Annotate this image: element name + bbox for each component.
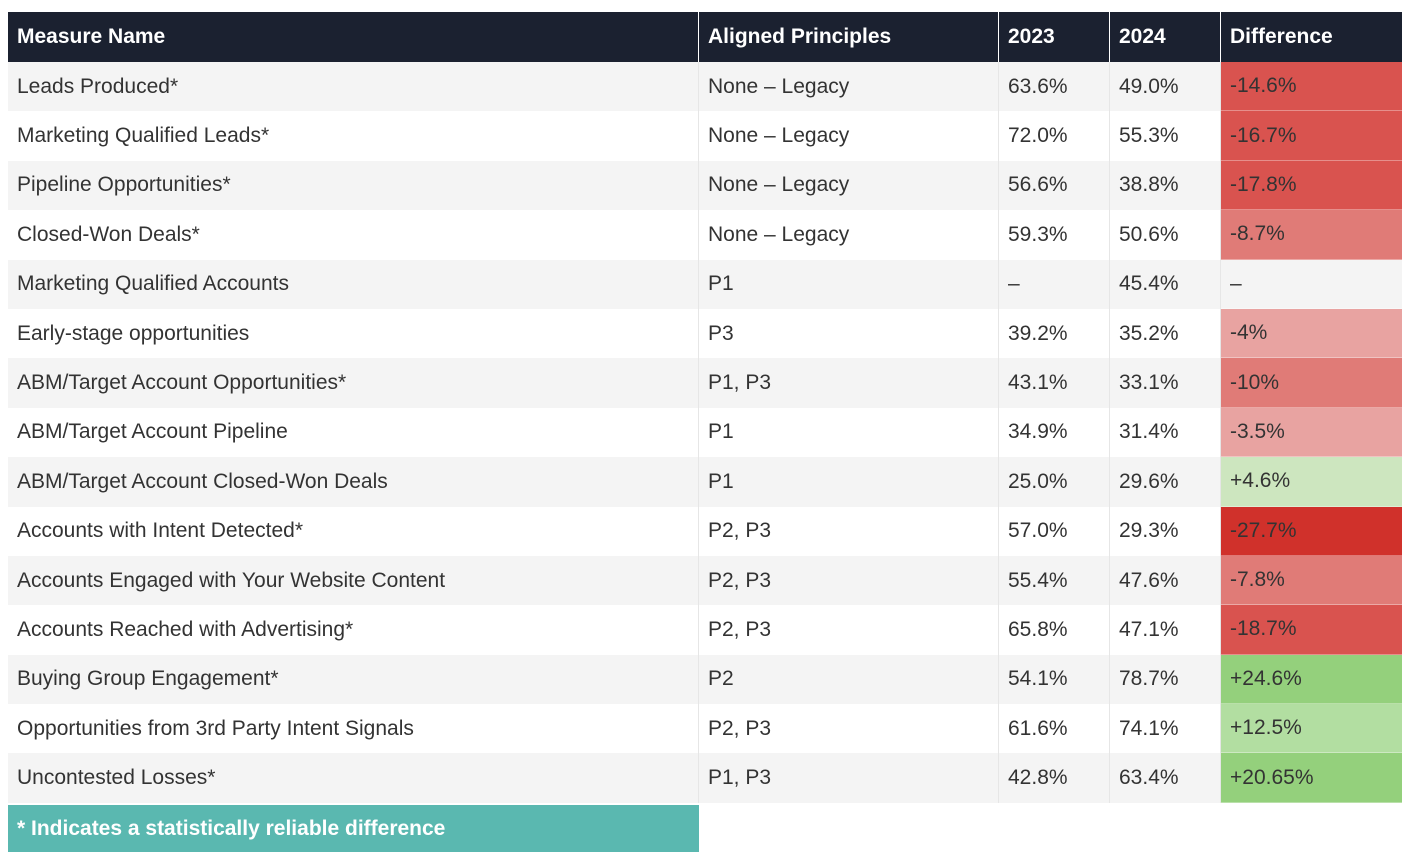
- table-body: Leads Produced* None – Legacy 63.6% 49.0% -1…: [8, 62, 1402, 803]
- table-row: Uncontested Losses* P1, P3 42.8% 63.4% +20.6…: [8, 753, 1402, 803]
- header-measure-name: Measure Name: [8, 12, 699, 62]
- value-2024-cell: 47.1%: [1110, 605, 1221, 655]
- value-2024-cell: 45.4%: [1110, 259, 1221, 309]
- aligned-principles-cell: P3: [699, 308, 999, 359]
- table-row: ABM/Target Account Opportunities* P1, P3 4…: [8, 358, 1402, 408]
- value-2023-cell: 39.2%: [999, 308, 1110, 359]
- difference-cell: -3.5%: [1221, 407, 1402, 458]
- value-2024-cell: 38.8%: [1110, 160, 1221, 211]
- table-row: Early-stage opportunities P3 39.2% 35.2% -4%: [8, 308, 1402, 359]
- value-2024-cell: 33.1%: [1110, 358, 1221, 408]
- table-row: Pipeline Opportunities* None – Legacy 56.6…: [8, 160, 1402, 211]
- value-2023-cell: 57.0%: [999, 506, 1110, 556]
- measure-name-cell: Marketing Qualified Leads*: [8, 111, 699, 161]
- value-2024-cell: 55.3%: [1110, 111, 1221, 161]
- measure-name-cell: Uncontested Losses*: [8, 753, 699, 803]
- aligned-principles-cell: None – Legacy: [699, 160, 999, 211]
- table-row: Accounts Engaged with Your Website Conte…: [8, 555, 1402, 606]
- table-row: Buying Group Engagement* P2 54.1% 78.7% +24.…: [8, 654, 1402, 705]
- difference-cell: +12.5%: [1221, 704, 1402, 754]
- value-2024-cell: 63.4%: [1110, 753, 1221, 803]
- value-2024-cell: 78.7%: [1110, 654, 1221, 705]
- value-2024-cell: 50.6%: [1110, 210, 1221, 260]
- measure-name-cell: ABM/Target Account Closed-Won Deals: [8, 457, 699, 507]
- measure-name-cell: ABM/Target Account Opportunities*: [8, 358, 699, 408]
- value-2023-cell: 72.0%: [999, 111, 1110, 161]
- header-difference: Difference: [1230, 25, 1333, 48]
- table-row: Opportunities from 3rd Party Intent Sign…: [8, 704, 1402, 754]
- difference-cell: -18.7%: [1221, 605, 1402, 655]
- aligned-principles-cell: P1: [699, 407, 999, 458]
- table-row: Marketing Qualified Leads* None – Legacy 7…: [8, 111, 1402, 161]
- value-2023-cell: 43.1%: [999, 358, 1110, 408]
- difference-cell: -8.7%: [1221, 210, 1402, 260]
- difference-cell: -7.8%: [1221, 555, 1402, 606]
- aligned-principles-cell: P2, P3: [699, 704, 999, 754]
- aligned-principles-cell: P2, P3: [699, 605, 999, 655]
- table-row: ABM/Target Account Closed-Won Deals P1 25.…: [8, 457, 1402, 507]
- difference-cell: -10%: [1221, 358, 1402, 408]
- table-header-row: Measure Name Aligned Principles 2023 202…: [8, 12, 1402, 62]
- measure-name-cell: Pipeline Opportunities*: [8, 160, 699, 211]
- measure-name-cell: ABM/Target Account Pipeline: [8, 407, 699, 458]
- difference-cell: –: [1221, 260, 1402, 309]
- aligned-principles-cell: P2, P3: [699, 506, 999, 556]
- value-2024-cell: 74.1%: [1110, 704, 1221, 754]
- aligned-principles-cell: None – Legacy: [699, 210, 999, 260]
- value-2023-cell: 34.9%: [999, 407, 1110, 458]
- value-2024-cell: 29.6%: [1110, 457, 1221, 507]
- value-2023-cell: 59.3%: [999, 210, 1110, 260]
- measures-table: Measure Name Aligned Principles 2023 202…: [8, 12, 1402, 803]
- difference-cell: -14.6%: [1221, 62, 1402, 112]
- value-2023-cell: 56.6%: [999, 160, 1110, 211]
- value-2024-cell: 35.2%: [1110, 308, 1221, 359]
- value-2024-cell: 31.4%: [1110, 407, 1221, 458]
- table-row: Accounts Reached with Advertising* P2, P3…: [8, 605, 1402, 655]
- measure-name-cell: Leads Produced*: [8, 62, 699, 112]
- measure-name-cell: Accounts with Intent Detected*: [8, 506, 699, 556]
- table-row: Leads Produced* None – Legacy 63.6% 49.0% -1…: [8, 62, 1402, 112]
- measure-name-cell: Accounts Reached with Advertising*: [8, 605, 699, 655]
- aligned-principles-cell: P1, P3: [699, 358, 999, 408]
- aligned-principles-cell: None – Legacy: [699, 62, 999, 112]
- value-2024-cell: 47.6%: [1110, 555, 1221, 606]
- value-2023-cell: 25.0%: [999, 457, 1110, 507]
- value-2023-cell: 55.4%: [999, 555, 1110, 606]
- aligned-principles-cell: P1, P3: [699, 753, 999, 803]
- measure-name-cell: Accounts Engaged with Your Website Conte…: [8, 555, 699, 606]
- value-2023-cell: –: [999, 259, 1110, 309]
- aligned-principles-cell: None – Legacy: [699, 111, 999, 161]
- measure-name-cell: Opportunities from 3rd Party Intent Sign…: [8, 704, 699, 754]
- value-2023-cell: 65.8%: [999, 605, 1110, 655]
- aligned-principles-cell: P2, P3: [699, 555, 999, 606]
- measure-name-cell: Early-stage opportunities: [8, 308, 699, 359]
- aligned-principles-cell: P2: [699, 654, 999, 705]
- table-row: Closed-Won Deals* None – Legacy 59.3% 50.6%…: [8, 210, 1402, 260]
- value-2023-cell: 61.6%: [999, 704, 1110, 754]
- aligned-principles-cell: P1: [699, 457, 999, 507]
- header-2024: 2024: [1110, 12, 1221, 62]
- difference-cell: -27.7%: [1221, 506, 1402, 556]
- table-row: Accounts with Intent Detected* P2, P3 57.0…: [8, 506, 1402, 556]
- value-2023-cell: 42.8%: [999, 753, 1110, 803]
- value-2023-cell: 63.6%: [999, 62, 1110, 112]
- measure-name-cell: Marketing Qualified Accounts: [8, 259, 699, 309]
- aligned-principles-cell: P1: [699, 259, 999, 309]
- difference-cell: -17.8%: [1221, 160, 1402, 211]
- footnote-banner: * Indicates a statistically reliable dif…: [8, 805, 699, 852]
- value-2024-cell: 49.0%: [1110, 62, 1221, 112]
- difference-cell: +20.65%: [1221, 753, 1402, 803]
- table-row: ABM/Target Account Pipeline P1 34.9% 31.4% -…: [8, 407, 1402, 458]
- measure-name-cell: Buying Group Engagement*: [8, 654, 699, 705]
- difference-cell: -4%: [1221, 308, 1402, 359]
- difference-cell: +24.6%: [1221, 654, 1402, 705]
- header-aligned-principles: Aligned Principles: [699, 12, 999, 62]
- difference-cell: -16.7%: [1221, 111, 1402, 161]
- value-2023-cell: 54.1%: [999, 654, 1110, 705]
- value-2024-cell: 29.3%: [1110, 506, 1221, 556]
- difference-cell: +4.6%: [1221, 457, 1402, 507]
- measure-name-cell: Closed-Won Deals*: [8, 210, 699, 260]
- table-row: Marketing Qualified Accounts P1–45.4% –: [8, 259, 1402, 309]
- header-2023: 2023: [999, 12, 1110, 62]
